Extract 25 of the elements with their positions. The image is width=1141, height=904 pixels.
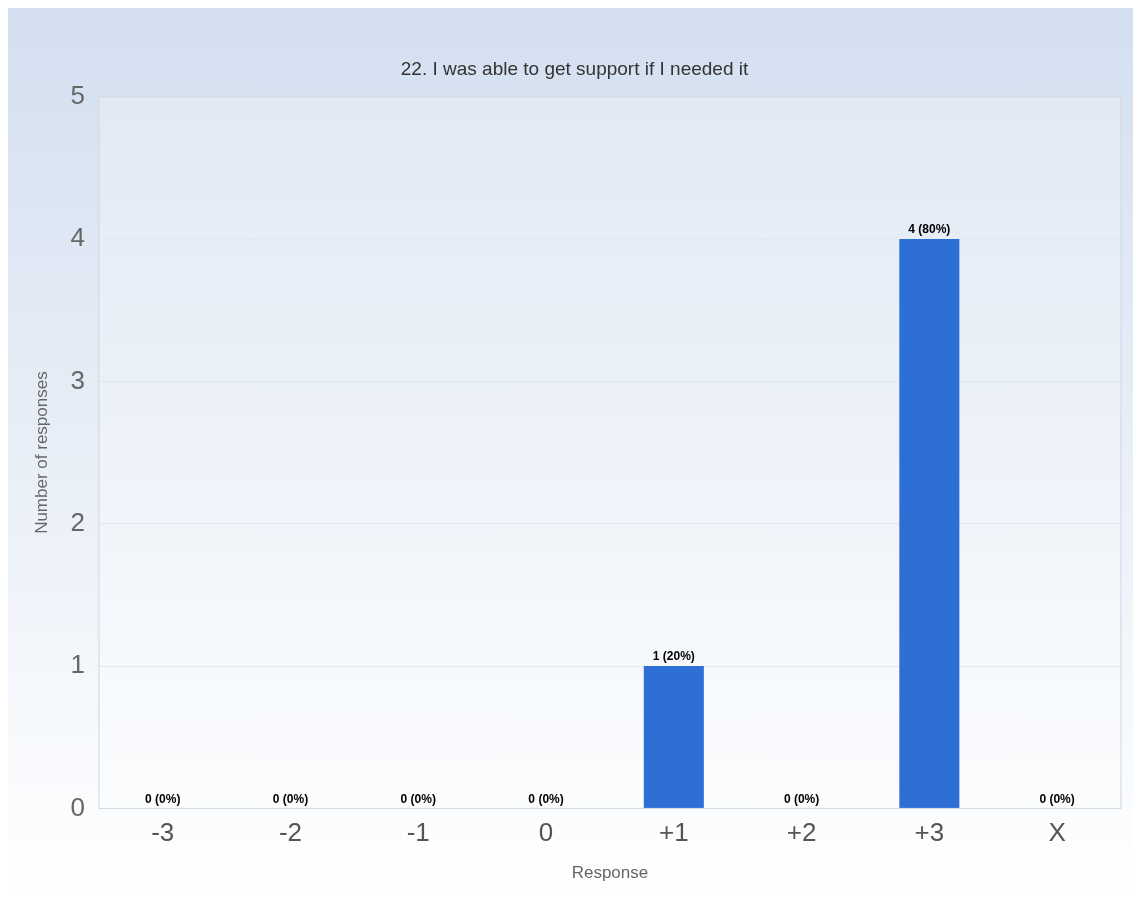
x-tick-label: -3 (151, 817, 175, 848)
x-tick-label: +1 (658, 817, 689, 848)
y-tick-label: 4 (70, 222, 85, 253)
y-tick-label: 0 (70, 791, 85, 822)
data-label: 4 (80%) (908, 222, 951, 237)
y-tick-label: 5 (70, 79, 85, 110)
data-label: 0 (0%) (145, 791, 181, 806)
data-label: 0 (0%) (272, 791, 309, 806)
data-label: 0 (0%) (400, 791, 436, 806)
y-axis-title: Number of responses (31, 371, 51, 534)
y-tick-label: 2 (70, 506, 85, 537)
data-label: 0 (0%) (783, 791, 820, 806)
data-label: 0 (0%) (528, 791, 564, 806)
x-tick-label: +2 (786, 817, 817, 848)
data-label: 0 (0%) (1039, 791, 1075, 806)
x-tick-label: X (1048, 817, 1066, 848)
x-tick-label: -2 (278, 817, 303, 848)
chart-title: 22. I was able to get support if I needed it (400, 57, 749, 79)
x-tick-label: -1 (406, 817, 430, 848)
y-tick-label: 1 (70, 649, 85, 680)
y-tick-label: 3 (70, 364, 85, 395)
x-tick-label: +3 (914, 817, 945, 848)
x-tick-label: 0 (538, 817, 554, 848)
data-label: 1 (20%) (652, 649, 695, 664)
x-axis-title: Response (571, 863, 649, 883)
